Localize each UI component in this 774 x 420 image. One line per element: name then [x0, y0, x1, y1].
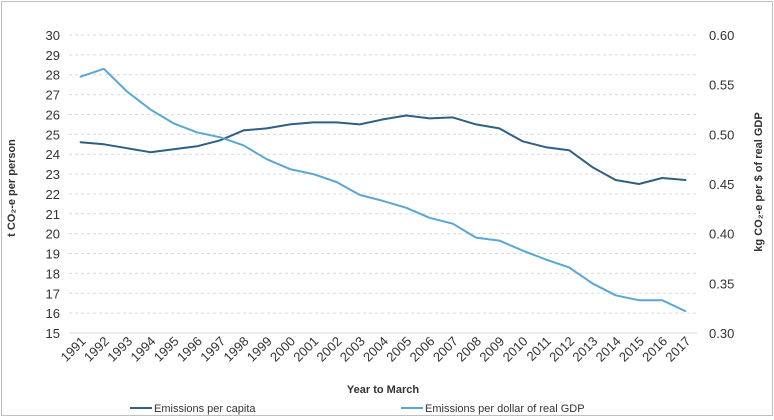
left-tick-label: 26	[46, 107, 60, 122]
x-axis-ticks: 1991199219931994199519961997199819992000…	[58, 334, 694, 365]
right-axis-ticks: 0.30 0.35 0.40 0.45 0.50 0.55 0.60	[709, 28, 734, 341]
grid-lines	[69, 34, 697, 334]
x-tick-label: 1997	[197, 334, 228, 365]
x-tick-label: 2012	[546, 334, 577, 365]
left-tick-label: 20	[46, 227, 60, 242]
x-tick-label: 2005	[383, 334, 414, 365]
x-axis-title: Year to March	[347, 384, 419, 396]
x-tick-label: 2003	[337, 334, 368, 365]
right-tick-label: 0.60	[709, 28, 734, 43]
left-tick-label: 22	[46, 187, 60, 202]
x-tick-label: 1996	[174, 334, 205, 365]
left-tick-label: 23	[46, 167, 60, 182]
x-tick-label: 2001	[290, 334, 321, 365]
right-axis-title: kg CO₂-e per $ of real GDP	[753, 112, 765, 251]
left-axis-title: t CO₂-e per person	[6, 139, 18, 237]
right-tick-label: 0.30	[709, 326, 734, 341]
left-axis-ticks: 15 16 17 18 19 20 21 22 23 24 25 26 27 28 29 30	[46, 28, 60, 341]
x-tick-label: 2004	[360, 334, 391, 365]
x-tick-label: 2002	[314, 334, 345, 365]
left-tick-label: 27	[46, 88, 60, 103]
x-tick-label: 1993	[104, 334, 135, 365]
left-tick-label: 30	[46, 28, 60, 43]
x-tick-label: 2015	[616, 334, 647, 365]
right-tick-label: 0.40	[709, 227, 734, 242]
right-tick-label: 0.55	[709, 78, 734, 93]
x-tick-label: 1999	[244, 334, 275, 365]
x-tick-label: 2013	[569, 334, 600, 365]
left-tick-label: 18	[46, 266, 60, 281]
x-tick-label: 1992	[81, 334, 112, 365]
series-lines	[79, 67, 687, 313]
series-line-per-capita	[79, 114, 687, 185]
legend-label-per-capita: Emissions per capita	[154, 403, 256, 415]
left-tick-label: 24	[46, 147, 60, 162]
x-tick-label: 2009	[476, 334, 507, 365]
legend: Emissions per capita Emissions per dolla…	[130, 403, 585, 415]
left-tick-label: 17	[46, 286, 60, 301]
x-tick-label: 2007	[430, 334, 461, 365]
left-tick-label: 15	[46, 326, 60, 341]
left-tick-label: 29	[46, 48, 60, 63]
x-tick-label: 1995	[151, 334, 182, 365]
x-tick-label: 2008	[453, 334, 484, 365]
x-tick-label: 1994	[127, 334, 158, 365]
x-tick-label: 2016	[639, 334, 670, 365]
series-line-per-gdp	[79, 67, 687, 313]
x-tick-label: 2006	[407, 334, 438, 365]
x-tick-label: 2017	[662, 334, 693, 365]
right-tick-label: 0.45	[709, 177, 734, 192]
right-tick-label: 0.50	[709, 127, 734, 142]
x-tick-label: 1998	[221, 334, 252, 365]
left-tick-label: 28	[46, 68, 60, 83]
x-tick-label: 1991	[58, 334, 89, 365]
left-tick-label: 21	[46, 207, 60, 222]
right-tick-label: 0.35	[709, 276, 734, 291]
legend-label-per-gdp: Emissions per dollar of real GDP	[425, 403, 585, 415]
x-tick-label: 2000	[267, 334, 298, 365]
x-tick-label: 2011	[524, 334, 554, 364]
x-tick-label: 2014	[593, 334, 624, 365]
left-tick-label: 16	[46, 306, 60, 321]
x-tick-label: 2010	[500, 334, 531, 365]
left-tick-label: 25	[46, 127, 60, 142]
left-tick-label: 19	[46, 247, 60, 262]
